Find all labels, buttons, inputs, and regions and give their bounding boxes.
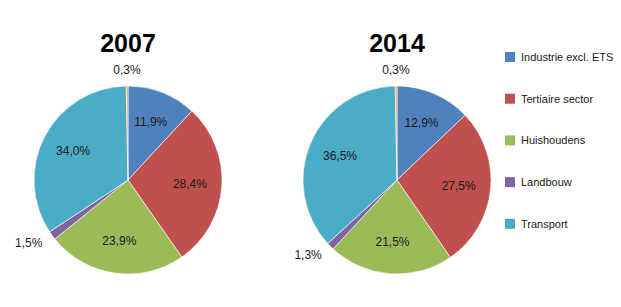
chart-title: 2007 <box>100 29 156 57</box>
pie-slice <box>126 86 128 180</box>
data-label: 12,9% <box>404 116 438 130</box>
data-labels: 11,9% 28,4% 23,9% 1,5% 34,0% 0,3% <box>15 63 207 250</box>
chart-title: 2014 <box>369 29 425 57</box>
legend-swatch <box>505 177 515 187</box>
legend-label: Landbouw <box>521 176 572 188</box>
pie-slice <box>34 86 128 232</box>
data-label: 27,5% <box>442 179 476 193</box>
data-label: 34,0% <box>56 144 90 158</box>
slices <box>303 86 491 274</box>
pie-chart: 2014 12,9% 27,5% 21,5% 1,3% 36,5% 0,3% <box>294 29 491 274</box>
pie-chart: 2007 11,9% 28,4% 23,9% 1,5% 34,0% 0,3% <box>15 29 222 274</box>
data-label: 21,5% <box>375 235 409 249</box>
slices <box>34 86 222 274</box>
data-label: 23,9% <box>102 234 136 248</box>
data-label: 28,4% <box>173 177 207 191</box>
legend-label: Huishoudens <box>521 134 586 146</box>
chart-canvas: 2007 11,9% 28,4% 23,9% 1,5% 34,0% 0,3% 2014 12,9… <box>0 0 621 307</box>
data-labels: 12,9% 27,5% 21,5% 1,3% 36,5% 0,3% <box>294 63 476 262</box>
legend-swatch <box>505 135 515 145</box>
pie-slice <box>395 86 397 180</box>
data-label: 0,3% <box>113 63 141 77</box>
data-label: 1,5% <box>15 236 43 250</box>
legend-swatch <box>505 52 515 62</box>
legend-swatch <box>505 219 515 229</box>
data-label: 36,5% <box>323 149 357 163</box>
data-label: 11,9% <box>134 115 167 129</box>
pie-slice <box>303 86 397 243</box>
data-label: 1,3% <box>294 248 322 262</box>
legend-swatch <box>505 94 515 104</box>
data-label: 0,3% <box>382 63 410 77</box>
legend-label: Tertiaire sector <box>521 93 593 105</box>
legend-label: Transport <box>521 218 568 230</box>
legend: Industrie excl. ETS Tertiaire sector Huish… <box>505 51 613 230</box>
legend-label: Industrie excl. ETS <box>521 51 613 63</box>
